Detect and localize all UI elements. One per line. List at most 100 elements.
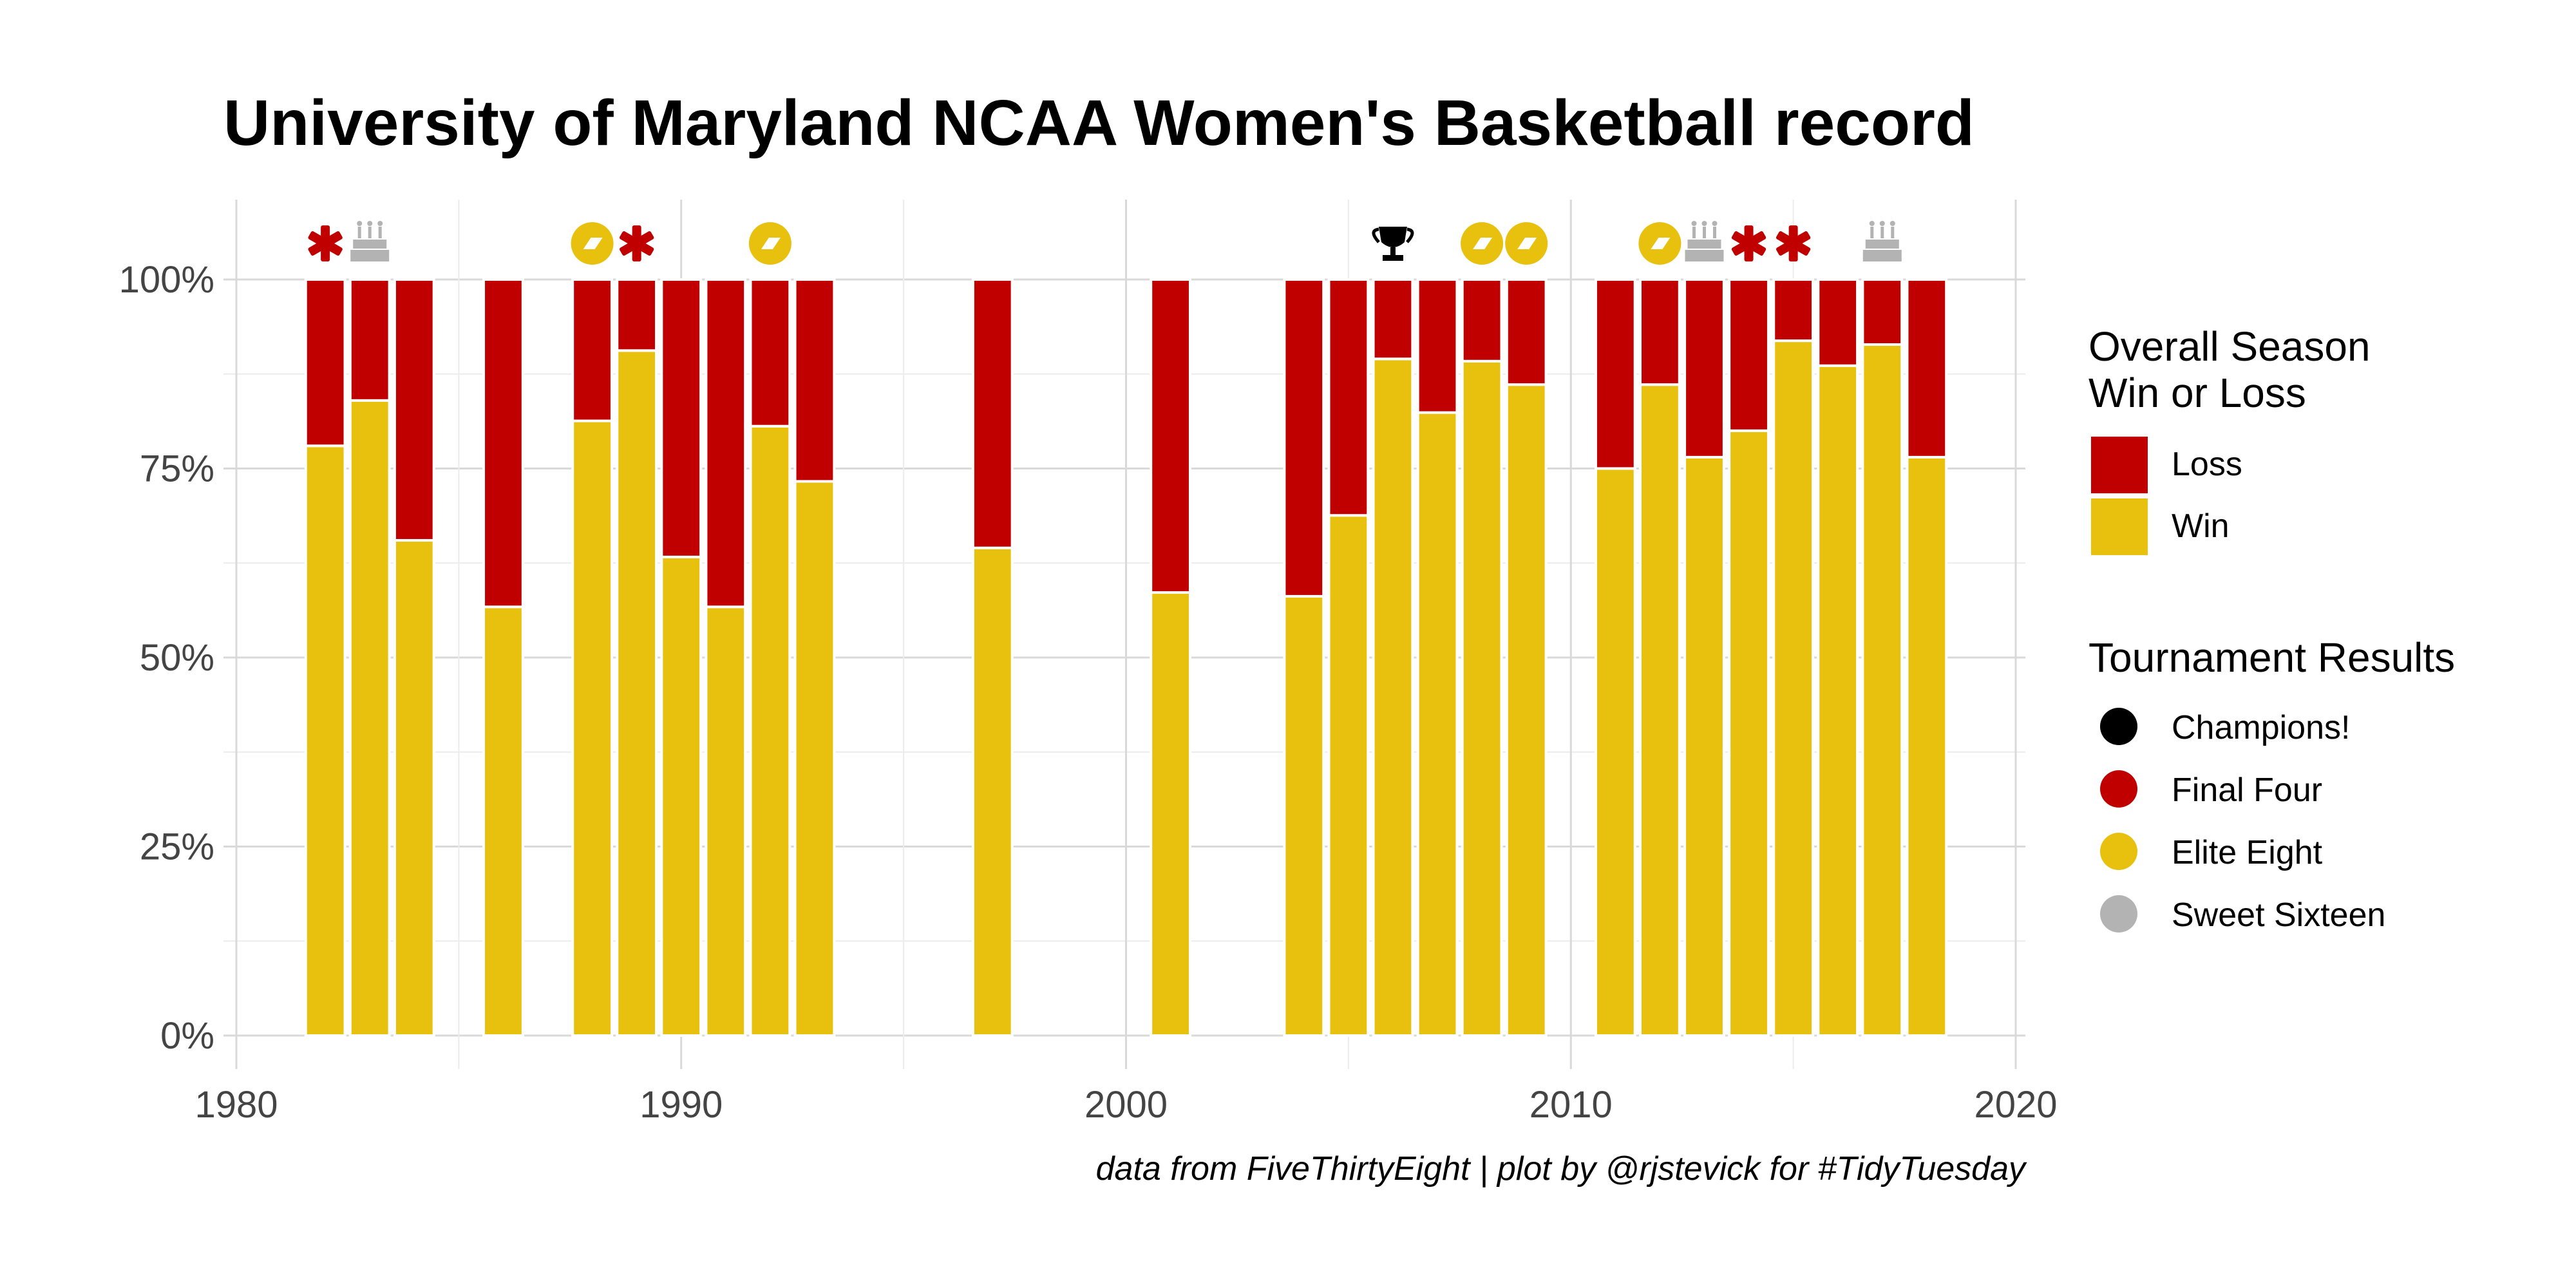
bar-win-2013: [1683, 455, 1725, 1037]
parallelogram-glyph: [1473, 238, 1493, 249]
cake-flame: [1869, 221, 1875, 226]
bar-win-1993: [793, 480, 836, 1037]
cake-flame: [1879, 221, 1885, 226]
trophy-base: [1382, 255, 1403, 261]
bar-loss-2006: [1372, 278, 1414, 361]
cake-candle: [1692, 227, 1696, 238]
tournament-markers: [308, 221, 1902, 265]
legend-elite-eight-dot: [2100, 833, 2137, 870]
bar-win-2006: [1372, 357, 1414, 1037]
bar-win-2008: [1461, 359, 1503, 1037]
bar-win-2018: [1906, 455, 1948, 1037]
cake-layer: [1865, 240, 1899, 249]
bar-loss-2014: [1728, 278, 1770, 432]
bar-loss-1988: [571, 278, 613, 422]
bar-loss-1993: [793, 278, 836, 483]
bar-win-1983: [348, 399, 391, 1037]
cake-candle: [1870, 227, 1874, 238]
legend-sweet-sixteen-label: Sweet Sixteen: [2172, 896, 2385, 934]
trophy-cup: [1378, 227, 1407, 247]
cake-flame: [1691, 221, 1697, 226]
bar-loss-1992: [749, 278, 791, 428]
marker-sweet-sixteen-2017: [1862, 221, 1902, 261]
bar-loss-2008: [1461, 278, 1503, 363]
legend-champions-label: Champions!: [2172, 709, 2350, 746]
bar-loss-2015: [1772, 278, 1815, 343]
chart-title: University of Maryland NCAA Women's Bask…: [223, 87, 1975, 159]
marker-elite-eight-2009: [1505, 222, 1548, 265]
x-tick-label: 2020: [1974, 1084, 2057, 1126]
x-tick-label: 2010: [1530, 1084, 1613, 1126]
marker-elite-eight-1988: [571, 222, 614, 265]
legend-loss-swatch: [2091, 437, 2148, 493]
parallelogram-glyph: [1517, 238, 1537, 249]
cake-layer: [1687, 240, 1721, 249]
axes: 0% 25% 50% 75% 100% 1980 1990 2000 2010 2020: [119, 259, 2058, 1126]
bar-loss-2009: [1505, 278, 1548, 386]
y-tick-label: 75%: [140, 448, 214, 490]
bar-win-2016: [1817, 364, 1859, 1037]
parallelogram-glyph: [1651, 238, 1671, 249]
legend-fill-title-line1: Overall Season: [2088, 323, 2371, 370]
y-tick-label: 0%: [160, 1015, 214, 1057]
cake-flame: [357, 221, 363, 226]
legend-final-four-label: Final Four: [2172, 772, 2322, 809]
bar-loss-2017: [1861, 278, 1904, 346]
bars: [304, 278, 1948, 1037]
cake-flame: [377, 221, 383, 226]
bar-win-1988: [571, 419, 613, 1037]
chart-caption: data from FiveThirtyEight | plot by @rjs…: [1096, 1150, 2027, 1188]
bar-loss-2001: [1150, 278, 1191, 594]
bar-loss-2012: [1639, 278, 1681, 386]
bar-win-1997: [971, 546, 1014, 1037]
marker-elite-eight-2012: [1638, 222, 1681, 265]
bar-win-1991: [705, 605, 747, 1037]
bar-loss-1997: [971, 278, 1014, 549]
asterisk-icon: [1731, 231, 1766, 256]
asterisk-icon: [1776, 231, 1811, 256]
bar-win-1992: [749, 424, 791, 1037]
y-tick-label: 100%: [119, 259, 214, 301]
legend: Overall Season Win or Loss Loss Win Tour…: [2088, 323, 2455, 934]
marker-sweet-sixteen-1983: [350, 221, 390, 261]
asterisk-icon: [308, 231, 343, 256]
marker-elite-eight-1992: [748, 222, 791, 265]
x-tick-label: 1980: [194, 1084, 278, 1126]
legend-champions-dot: [2100, 708, 2137, 745]
cake-base: [350, 250, 390, 261]
parallelogram-glyph: [583, 238, 603, 249]
cake-candle: [378, 227, 382, 238]
marker-final-four-1989: [620, 225, 654, 261]
bar-loss-1990: [660, 278, 703, 558]
bar-win-2017: [1861, 343, 1904, 1037]
bar-win-1982: [304, 444, 346, 1037]
bar-loss-2007: [1416, 278, 1459, 414]
bar-win-2015: [1772, 339, 1815, 1037]
cake-candle: [1712, 227, 1716, 238]
cake-flame: [367, 221, 373, 226]
bar-win-1990: [660, 555, 703, 1037]
legend-elite-eight-label: Elite Eight: [2172, 834, 2323, 871]
bar-win-2004: [1283, 594, 1325, 1037]
x-tick-label: 1990: [639, 1084, 723, 1126]
cake-candle: [1880, 227, 1884, 238]
bar-win-1989: [616, 349, 658, 1037]
cake-candle: [1702, 227, 1706, 238]
bar-loss-2013: [1683, 278, 1725, 459]
bar-win-2005: [1327, 514, 1370, 1037]
cake-base: [1862, 250, 1902, 261]
bar-win-1986: [482, 605, 524, 1037]
marker-champions-2006: [1372, 227, 1414, 261]
bar-win-2012: [1639, 383, 1681, 1037]
bar-loss-2011: [1594, 278, 1636, 470]
trophy-stem: [1390, 247, 1396, 255]
bar-loss-2018: [1906, 278, 1948, 459]
bar-loss-1982: [304, 278, 346, 448]
cake-flame: [1701, 221, 1707, 226]
x-tick-label: 2000: [1084, 1084, 1168, 1126]
cake-flame: [1712, 221, 1718, 226]
cake-base: [1685, 250, 1724, 261]
marker-final-four-2014: [1731, 225, 1766, 261]
trophy-handle: [1372, 227, 1380, 243]
